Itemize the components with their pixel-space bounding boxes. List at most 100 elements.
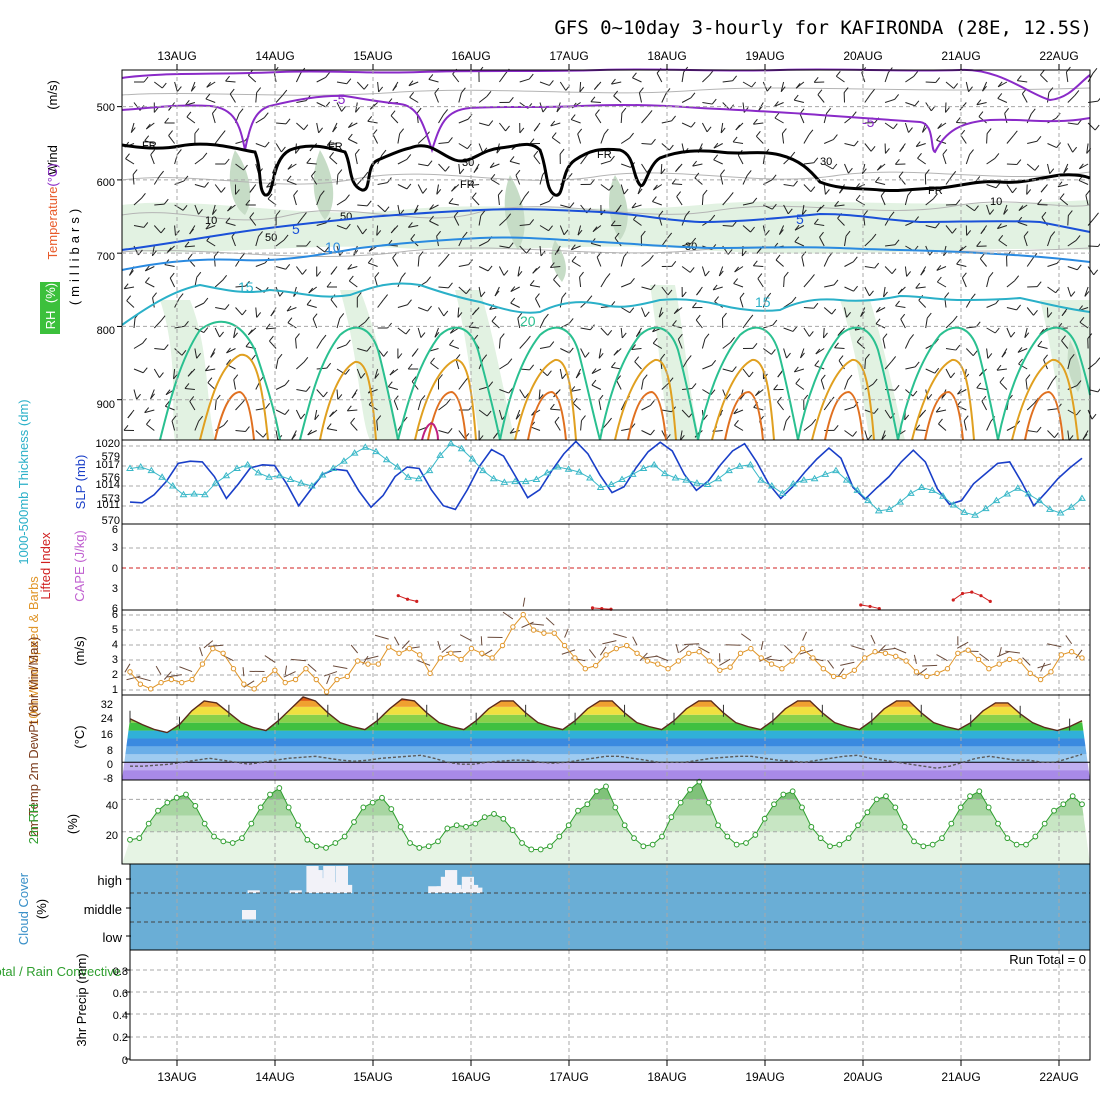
wind-barb [264, 655, 276, 663]
wind-barb-flag [953, 83, 959, 89]
wind-barb-flag [329, 151, 334, 158]
wind-barb-flag [407, 222, 413, 228]
wind-barb-flag [894, 94, 900, 100]
wind-barb-flag [648, 255, 654, 261]
wind-barb-flag [937, 123, 943, 129]
wind-barb [255, 307, 258, 318]
wind-barb [295, 338, 297, 349]
thickness-marker [928, 486, 937, 493]
wind-barb-flag [427, 305, 432, 312]
wind-barb-flag [621, 332, 627, 339]
rh-marker [509, 827, 516, 833]
wind-barb-flag [178, 293, 184, 299]
wind10m-marks [121, 597, 1091, 696]
wind-barb-flag [1024, 332, 1030, 339]
wind-barb [643, 655, 658, 659]
wind-barb [235, 430, 246, 433]
wind-barb-flag [732, 75, 738, 82]
wind-barb [942, 154, 947, 165]
wind-barb-flag [1010, 331, 1016, 338]
temp-contour-20 [159, 320, 281, 441]
wind-barb-flag [176, 86, 182, 92]
wind-barb [997, 97, 1008, 103]
wind-barb-flag [410, 233, 416, 240]
wind-barb-flag [794, 224, 800, 231]
wind-speed-marker [334, 676, 340, 683]
wind-barb [242, 667, 245, 677]
wind-barb-flag [823, 332, 828, 339]
wind-barb-flag [399, 128, 405, 134]
wind-barb [571, 245, 581, 251]
wind-barb-flag [897, 288, 903, 295]
wind-barb [194, 348, 198, 359]
thickness-marker [500, 478, 509, 485]
wind-barb-flag [488, 120, 494, 126]
rh-marker [416, 844, 423, 851]
wind-barb [275, 266, 286, 270]
wind-barb [864, 286, 870, 297]
wind-barb [560, 348, 570, 354]
wind-barb [356, 81, 365, 90]
wind-barb [819, 236, 825, 247]
wind-barb [1027, 140, 1038, 144]
thickness-marker [800, 476, 808, 483]
wind-barb-flag [389, 369, 395, 376]
wind-barb [353, 245, 358, 256]
wind-barb [459, 634, 472, 642]
ytick-label: 24 [101, 713, 113, 725]
temp-color-band [122, 706, 1090, 715]
wind-barb [960, 134, 967, 144]
thickness-marker [1056, 509, 1065, 516]
wind-barb-flag [732, 136, 738, 143]
wind-barb [194, 302, 205, 308]
wind-barb [613, 95, 622, 103]
wind-barb-flag [995, 182, 1001, 189]
wind-barb-flag [726, 393, 731, 400]
wind-barb-flag [660, 168, 666, 175]
wind-barb [701, 266, 706, 277]
wind-barb [458, 118, 469, 124]
wind-barb [1067, 215, 1069, 226]
thickness-marker [596, 483, 605, 490]
wind-barb-flag [579, 271, 584, 278]
wind-barb-flag [711, 98, 717, 105]
wind-barb [1006, 307, 1017, 311]
wind-barb-flag [703, 414, 708, 421]
wind-barb-flag [730, 337, 735, 343]
wind-barb-flag [1091, 413, 1097, 420]
wind-barb-flag [187, 371, 193, 377]
rh2m-panel: 2m RH (%) 20 40 [26, 800, 118, 844]
wind-barb-flag [524, 191, 530, 197]
wind-barb [875, 323, 886, 329]
wind-barb [895, 305, 906, 308]
thickness-marker [789, 479, 798, 487]
wind-barb [174, 204, 184, 211]
ytick-label: 3 [112, 542, 118, 554]
wind-barb [430, 362, 439, 370]
wind-barb [882, 338, 886, 349]
temp-contour-25 [199, 353, 269, 441]
wind-barb [631, 204, 642, 209]
wind-barb [564, 628, 569, 638]
temp-color-band [122, 700, 1090, 707]
wind-speed-marker [768, 661, 775, 667]
wind-barb [214, 279, 223, 288]
wind-barb-flag [182, 204, 188, 211]
wind-barb-flag [870, 145, 876, 152]
wind-barb [641, 259, 650, 267]
wind-barb-flag [367, 257, 373, 264]
wind-barb-flag [160, 315, 166, 321]
thickness-marker [767, 482, 776, 489]
wind-barb [206, 81, 216, 88]
ytick-label: 4 [112, 639, 118, 651]
rh-marker [883, 793, 889, 800]
wind-barb [126, 675, 141, 681]
slp-thickness-panel: 1000-500mb Thickness (dm) SLP (mb) 570 5… [16, 399, 120, 564]
wind-speed-marker [820, 666, 827, 672]
wind-barb [255, 143, 266, 148]
wind-barb [553, 279, 561, 288]
wind-barb-flag [287, 317, 293, 324]
wind-barb-flag [407, 363, 413, 370]
wind-barb [539, 245, 542, 256]
